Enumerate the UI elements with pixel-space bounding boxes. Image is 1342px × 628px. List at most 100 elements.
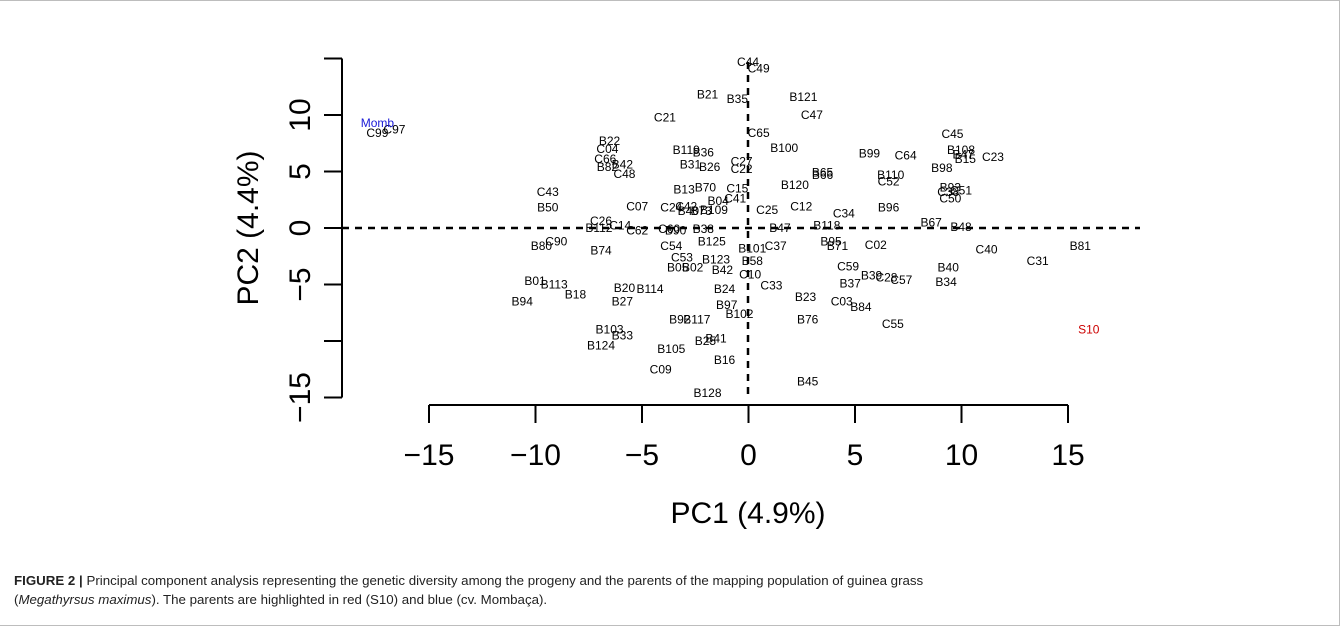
point-label: C38 [937,185,959,199]
point-label: B04 [708,194,730,208]
point-label: C12 [790,200,812,214]
figure-caption: FIGURE 2 | Principal component analysis … [14,571,1324,609]
point-label: B65 [812,166,834,180]
point-label: C47 [801,108,823,122]
point-label: B02 [682,261,704,275]
point-label: B124 [587,339,615,353]
point-label: B125 [698,235,726,249]
point-label: B41 [705,332,727,346]
point-label: B48 [950,220,972,234]
point-label: B42 [612,158,634,172]
point-label: C90 [545,235,567,249]
point-label: C60 [658,222,680,236]
x-tick-label: −5 [625,439,659,472]
point-label: B13 [673,183,695,197]
point-label: B25 [695,334,717,348]
y-tick-label: −5 [284,267,317,301]
point-label: C15 [726,181,748,195]
point-label: B103 [596,323,624,337]
point-label: B108 [947,143,975,157]
point-label: B94 [512,294,534,308]
point-label: B40 [678,204,700,218]
point-label: B18 [565,288,587,302]
point-label: B117 [683,313,710,327]
axes: −15 −10 −5 0 5 10 15 −15 −5 0 5 10 [284,57,1085,472]
point-label: B100 [770,141,798,155]
point-label: C57 [890,273,912,287]
point-label: B99 [859,146,881,160]
point-label: C50 [939,192,961,206]
point-label: C24 [660,201,682,215]
point-label: C48 [613,167,635,181]
x-tick-label: 10 [945,439,978,472]
point-label: C41 [724,192,746,206]
point-label: C10 [739,267,761,281]
point-label: B58 [742,254,764,268]
point-label: C07 [626,200,648,214]
point-label: B96 [878,201,900,215]
point-label: B95 [820,235,842,249]
point-label: B34 [935,275,957,289]
point-label: C62 [626,223,648,237]
point-label: B105 [657,342,685,356]
point-label: C23 [982,150,1004,164]
point-label: B118 [813,219,840,233]
point-label: B90 [665,223,687,237]
point-label: C55 [882,317,904,331]
point-label: B98 [931,161,953,175]
x-tick-label: −10 [510,439,561,472]
point-label: B47 [769,221,791,235]
caption-text-b-open: ( [14,592,19,607]
point-label: B31 [680,158,702,172]
point-label: C52 [878,175,900,189]
caption-text-b-close: ). The parents are highlighted in red (S… [151,592,548,607]
x-tick-label: 0 [740,439,757,472]
point-label: Momb [361,116,395,130]
point-label: C09 [650,362,672,376]
point-label: B40 [938,261,960,275]
point-label: C40 [976,242,998,256]
reference-lines [342,62,1140,396]
point-label: B97 [716,298,738,312]
y-tick-label: 5 [284,163,317,180]
point-label: B80 [531,239,553,253]
point-label: B50 [537,201,559,215]
point-label: C51 [950,184,972,198]
point-label: B35 [727,92,749,106]
caption-species: Megathyrsus maximus [18,592,152,607]
point-label: B15 [955,152,977,166]
point-label: B76 [797,313,819,327]
point-label: C03 [831,294,853,308]
x-axis-label: PC1 (4.9%) [670,497,825,530]
point-label: B21 [697,88,719,102]
point-label: C65 [748,126,770,140]
point-label: C44 [737,55,759,69]
point-label: B114 [636,282,663,296]
point-label: C66 [594,152,616,166]
point-label: C22 [731,162,753,176]
point-label: B39 [861,268,883,282]
point-label: C26 [590,214,612,228]
x-tick-label: 5 [847,439,864,472]
point-label: C33 [760,279,782,293]
point-label: B70 [695,180,717,194]
point-label: C59 [837,259,859,273]
point-label: B26 [699,160,721,174]
point-label: C45 [941,127,963,141]
point-label: B123 [702,253,730,267]
point-label: C31 [1027,254,1049,268]
point-label: B93 [940,180,962,194]
point-label: B16 [714,353,736,367]
point-label: B05 [667,261,689,275]
point-label: C64 [895,149,917,163]
point-label: C49 [748,62,770,76]
point-label: C34 [833,206,855,220]
point-label: B119 [673,143,700,157]
point-label: C42 [675,200,697,214]
y-tick-label: 0 [284,220,317,237]
point-label: B128 [694,386,722,400]
point-label: B38 [693,222,715,236]
x-tick-label: 15 [1051,439,1084,472]
point-label: C27 [731,154,753,168]
